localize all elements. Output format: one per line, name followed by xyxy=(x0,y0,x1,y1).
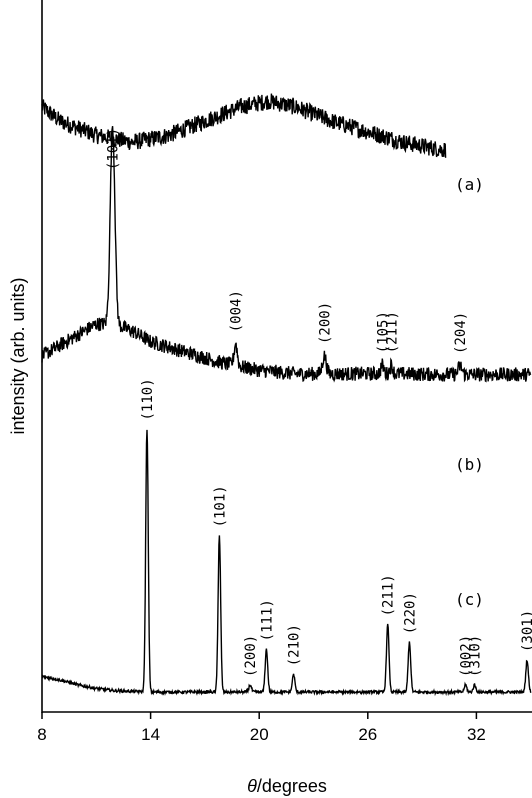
peak-label: (200) xyxy=(317,302,333,344)
peak-label: (211) xyxy=(381,574,397,616)
peak-label: (002) xyxy=(459,635,475,677)
series-b: (b) (101) (004) (200) (105)(211) (204) xyxy=(41,125,532,474)
x-axis-title: θ/degrees xyxy=(247,776,327,796)
x-tick-label-26: 26 xyxy=(358,725,377,744)
x-axis-title-unit: /degrees xyxy=(257,776,327,796)
x-tick-label-20: 20 xyxy=(250,725,269,744)
peak-label: (110) xyxy=(140,378,156,420)
plot-area: (a)(b)(101)(004) (200) (105)(211) (204)(c)(… xyxy=(41,93,532,697)
series-c: (c) (110) (101) (200)(111) (210) (211) (220) (0… xyxy=(41,378,532,697)
peak-label: (004) xyxy=(229,290,245,332)
x-axis-ticks: 8 14 20 26 32 xyxy=(37,712,486,744)
series-line xyxy=(41,429,532,697)
series-label: (a) xyxy=(455,175,484,194)
x-tick-label-32: 32 xyxy=(467,725,486,744)
series-a: (a) xyxy=(41,93,484,194)
peak-label: (204) xyxy=(453,312,469,354)
peak-label: (220) xyxy=(402,592,418,634)
x-tick-label-8: 8 xyxy=(37,725,46,744)
peak-label: (200) xyxy=(243,635,259,677)
peak-label: (101) xyxy=(212,485,228,527)
series-label: (c) xyxy=(455,590,484,609)
y-axis-title: intensity (arb. units) xyxy=(8,277,28,434)
peak-label: (111) xyxy=(259,599,275,641)
peak-label: (105) xyxy=(375,311,391,353)
peak-label: (301) xyxy=(520,610,532,652)
peak-label: (101) xyxy=(106,128,122,170)
x-tick-label-14: 14 xyxy=(141,725,160,744)
series-label: (b) xyxy=(455,455,484,474)
series-line xyxy=(41,125,532,383)
series-line xyxy=(41,93,447,158)
peak-label: (211) xyxy=(384,311,400,353)
peak-label: (210) xyxy=(287,624,303,666)
peak-label: (310) xyxy=(468,635,484,677)
x-axis-title-symbol: θ xyxy=(247,776,257,796)
